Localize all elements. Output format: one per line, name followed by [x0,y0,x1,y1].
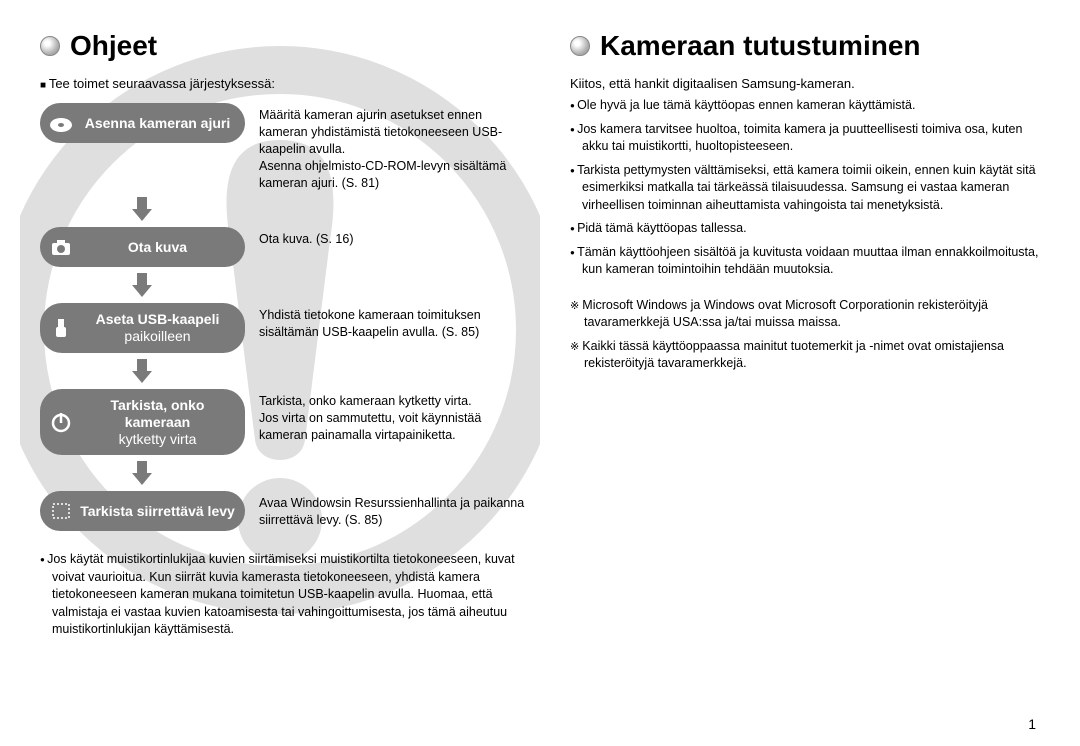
left-title: Ohjeet [70,30,157,62]
right-column: Kameraan tutustuminen Kiitos, että hanki… [570,30,1040,639]
right-bullets: Ole hyvä ja lue tämä käyttöopas ennen ka… [570,97,1040,279]
step-label-line2: kytketty virta [119,431,197,448]
right-asterisks: Microsoft Windows ja Windows ovat Micros… [570,297,1040,373]
arrow-down-icon [132,273,152,297]
right-header: Kameraan tutustuminen [570,30,1040,62]
step-row: Aseta USB-kaapeli paikoilleen Yhdistä ti… [40,303,530,353]
camera-icon [48,234,74,260]
step-row: Ota kuva Ota kuva. (S. 16) [40,227,530,267]
step-row: Asenna kameran ajuri Määritä kameran aju… [40,103,530,191]
step-row: Tarkista, onko kameraan kytketty virta T… [40,389,530,455]
power-icon [48,409,74,435]
list-item: Jos kamera tarvitsee huoltoa, toimita ka… [570,121,1040,156]
step-pill-install-driver: Asenna kameran ajuri [40,103,245,143]
list-item: Ole hyvä ja lue tämä käyttöopas ennen ka… [570,97,1040,115]
step-pill-take-photo: Ota kuva [40,227,245,267]
cd-icon [48,110,74,136]
arrow-down-icon [132,197,152,221]
left-header: Ohjeet [40,30,530,62]
right-title: Kameraan tutustuminen [600,30,921,62]
header-bullet-icon [40,36,60,56]
left-intro: Tee toimet seuraavassa järjestyksessä: [40,76,530,91]
list-item: Pidä tämä käyttöopas tallessa. [570,220,1040,238]
arrow-row [40,197,530,221]
arrow-row [40,273,530,297]
step-desc: Yhdistä tietokone kameraan toimituksen s… [245,303,530,341]
step-desc: Ota kuva. (S. 16) [245,227,530,248]
list-item: Tarkista pettymysten välttämiseksi, että… [570,162,1040,215]
step-label-line2: paikoilleen [124,328,190,345]
step-desc: Avaa Windowsin Resurssienhallinta ja pai… [245,491,530,529]
step-label: Tarkista siirrettävä levy [80,503,235,520]
header-bullet-icon [570,36,590,56]
step-desc: Määritä kameran ajurin asetukset ennen k… [245,103,530,191]
page-number: 1 [1028,716,1036,732]
step-desc: Tarkista, onko kameraan kytketty virta. … [245,389,530,444]
step-pill-disk: Tarkista siirrettävä levy [40,491,245,531]
arrow-down-icon [132,359,152,383]
list-item: Tämän käyttöohjeen sisältöä ja kuvitusta… [570,244,1040,279]
step-row: Tarkista siirrettävä levy Avaa Windowsin… [40,491,530,531]
step-pill-power: Tarkista, onko kameraan kytketty virta [40,389,245,455]
list-item: Microsoft Windows ja Windows ovat Micros… [570,297,1040,332]
step-label: Ota kuva [128,239,187,256]
usb-icon [48,315,74,341]
list-item: Kaikki tässä käyttöoppaassa mainitut tuo… [570,338,1040,373]
step-pill-usb: Aseta USB-kaapeli paikoilleen [40,303,245,353]
step-label: Aseta USB-kaapeli [96,311,220,328]
disk-icon [48,498,74,524]
step-label: Tarkista, onko kameraan [80,397,235,431]
left-column: Ohjeet Tee toimet seuraavassa järjestyks… [40,30,530,639]
arrow-down-icon [132,461,152,485]
left-note: Jos käytät muistikortinlukijaa kuvien si… [40,551,530,639]
step-label: Asenna kameran ajuri [85,115,231,132]
arrow-row [40,461,530,485]
arrow-row [40,359,530,383]
right-intro: Kiitos, että hankit digitaalisen Samsung… [570,76,1040,91]
